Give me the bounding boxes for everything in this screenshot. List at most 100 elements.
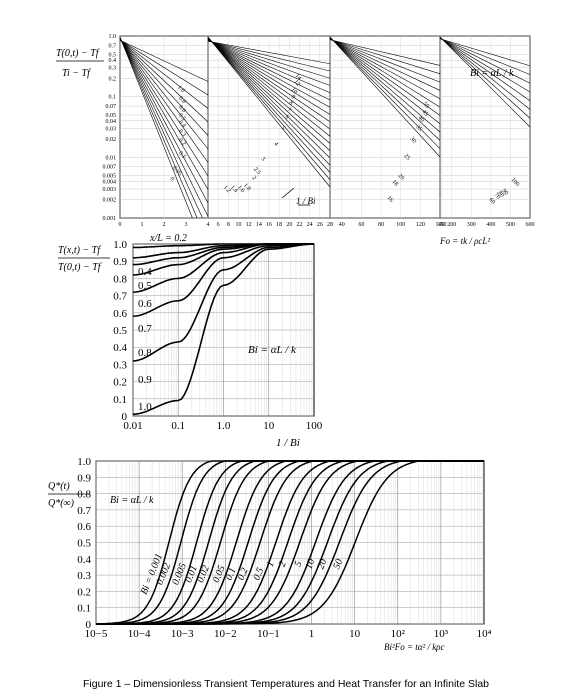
chart-3-y-tick-label: 0.1 [77, 603, 91, 615]
chart-1-curve-label: 3 [260, 156, 266, 162]
chart-1-curve [329, 39, 441, 75]
chart-3-x-tick-label: 10−3 [171, 628, 194, 640]
chart-1-x-tick-label: 100 [396, 222, 405, 228]
chart-2-curve [132, 243, 315, 416]
chart-1-curve [119, 39, 209, 82]
chart-1-curve [119, 39, 209, 123]
chart-2-curve-label: 0.7 [138, 323, 152, 335]
chart-1-curve [119, 39, 209, 109]
chart-3-x-tick-label: 10−1 [257, 628, 280, 640]
chart-2-y-tick-label: 0.7 [113, 291, 127, 303]
chart-1-curve [119, 38, 209, 163]
chart-1-curve [207, 38, 331, 137]
chart-1-curve [329, 37, 441, 133]
chart-3-y-tick-label: 0.3 [77, 570, 91, 582]
chart-1-y-tick-label: 0.2 [109, 76, 117, 82]
chart-1-curve-label: 50 [422, 101, 430, 109]
chart-1-curve [329, 38, 441, 116]
chart-1-x-tick-label: 500 [506, 222, 515, 228]
chart-1-curve [207, 39, 331, 122]
chart-1-x-tick-label: 28 [327, 222, 333, 228]
chart-1-y-tick-label: 0.07 [106, 104, 117, 110]
chart-1-curve [207, 39, 331, 115]
chart-1-curve-label: 8 [288, 100, 294, 106]
chart-1-curve [207, 37, 331, 180]
chart-1-y-tick-label: 0.004 [103, 179, 117, 185]
chart-1-curve [329, 36, 441, 158]
chart-3-y-tick-label: 0.4 [77, 554, 91, 566]
chart-1-curve [329, 38, 441, 83]
chart-1-x-tick-label: 140 [436, 222, 445, 228]
chart-3-y-ticks: 1.0 0.9 0.8 0.7 0.6 0.5 0.4 0.3 0.2 0.1 0 [77, 456, 91, 631]
chart-2-x-tick-label: 100 [306, 420, 323, 432]
chart-2-curve-label: 0.5 [138, 280, 152, 292]
chart-1-y-tick-label: 0.007 [103, 165, 117, 171]
chart-2-annotation: Bi = αL / k [248, 344, 297, 356]
chart-1-y-ticks: 1.0 0.7 0.50.4 0.3 0.2 0.1 0.07 0.050.040.03 0.0… [103, 34, 117, 222]
chart-1-curve-label: 35 [415, 124, 423, 132]
chart-1-bi-marker: 1 / Bi [296, 196, 316, 206]
chart-3-curve-label: 0.02 [195, 564, 212, 584]
chart-1-curve [207, 38, 331, 144]
chart-1-curve [329, 38, 441, 100]
chart-2-curve [132, 243, 314, 293]
chart-3-x-tick-label: 10² [391, 628, 406, 640]
chart-1-curve [329, 37, 441, 124]
chart-1-curve [207, 40, 331, 65]
chart-1-curve [329, 38, 441, 108]
chart-1-curve [119, 37, 209, 217]
chart-1-ylabel-den: Ti − Tf [62, 68, 91, 79]
chart-1-curve-label: 18 [391, 179, 399, 187]
chart-3-ylabel-num: Q*(t) [48, 481, 70, 492]
chart-3-x-tick-label: 10−4 [128, 628, 151, 640]
chart-1-x-tick-label: 18 [276, 222, 282, 228]
chart-1-x-tick-label: 150 [437, 222, 446, 228]
chart-2-y-tick-label: 0.9 [113, 256, 127, 268]
chart-1-y-tick-label: 0.04 [106, 119, 117, 125]
chart-2-y-tick-label: 0 [122, 411, 128, 423]
chart-1-curve [207, 39, 331, 108]
chart-3-x-tick-label: 10⁴ [477, 628, 492, 640]
chart-3-x-tick-label: 1 [309, 628, 315, 640]
chart-1-curve [439, 38, 531, 67]
chart-2-x-tick-label: 10 [263, 420, 275, 432]
chart-1-curve [207, 40, 331, 86]
chart-1-curve [207, 37, 331, 173]
chart-1-y-tick-label: 1.0 [109, 34, 117, 40]
chart-2-curve [132, 243, 314, 362]
chart-1-curve [119, 36, 193, 219]
chart-1-curve [207, 36, 331, 188]
chart-1-curve-label: 9 [290, 94, 296, 100]
chart-1-curve-label: 4 [273, 141, 279, 147]
chart-2-xlabel: 1 / Bi [276, 437, 300, 449]
chart-3-x-tick-label: 10−5 [85, 628, 108, 640]
chart-3-y-tick-label: 0.2 [77, 586, 91, 598]
chart-2-x-ticks: 0.01 0.1 1.0 10 100 [123, 420, 322, 432]
chart-1-y-tick-label: 0.005 [103, 174, 117, 180]
chart-2-ylabel-num: T(x,t) − Tf [58, 245, 101, 256]
chart-1-curve [439, 37, 531, 84]
chart-1-x-tick-label: 22 [297, 222, 303, 228]
chart-2-curve [132, 243, 314, 317]
chart-3-curve-label: 5 [293, 560, 305, 569]
chart-1-x-tick-label: 120 [416, 222, 425, 228]
chart-1-y-tick-label: 0.002 [103, 198, 117, 204]
chart-1-x-tick-label: 12 [246, 222, 252, 228]
chart-2-x-tick-label: 1.0 [217, 420, 231, 432]
chart-1-x-tick-label: 24 [307, 222, 313, 228]
chart-3-x-ticks: 10−5 10−4 10−3 10−2 10−1 1 10 10² 10³ 10⁴ [85, 628, 492, 640]
chart-1-curve [119, 38, 209, 190]
chart-1-curve [119, 37, 198, 219]
chart-3-curve-label: 0.5 [251, 566, 266, 582]
chart-1-y-tick-label: 0.3 [109, 66, 117, 72]
chart-1-ylabel-num: T(0,t) − Tf [56, 48, 100, 59]
chart-1-curve-label: 1.8 [242, 183, 251, 193]
chart-1-curve [439, 37, 531, 110]
chart-3-curve-label: 2 [277, 560, 289, 569]
chart-1-curve [439, 37, 531, 101]
chart-1-curve-label: 7 [286, 107, 292, 113]
chart-1-curve-label: 25 [403, 153, 411, 161]
chart-1-curves [119, 36, 531, 219]
chart-3-y-tick-label: 0.7 [77, 505, 91, 517]
